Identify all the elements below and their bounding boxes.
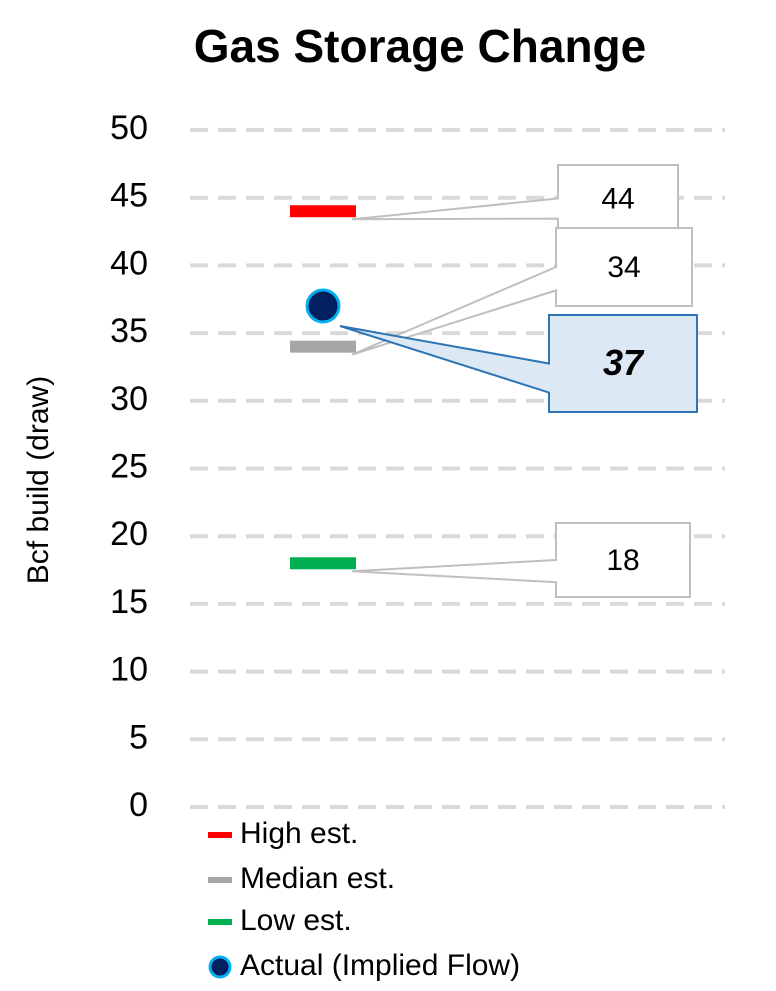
y-tick-label: 10 [110,651,148,689]
legend-swatch [208,919,232,925]
legend-label: Median est. [240,862,395,895]
y-tick-label: 35 [110,312,148,350]
y-tick-label: 50 [110,109,148,147]
estimate-marker [290,205,356,218]
y-tick-label: 45 [110,177,148,215]
data-label: 18 [606,544,639,577]
callout-box [351,164,679,233]
estimate-marker [290,340,356,353]
legend-label: High est. [240,817,358,850]
data-label: 44 [601,182,634,215]
y-tick-label: 15 [110,583,148,621]
estimate-marker [290,557,356,570]
y-tick-label: 0 [129,786,148,824]
legend-swatch [208,832,232,838]
chart-title: Gas Storage Change [194,20,646,72]
legend-label: Actual (Implied Flow) [240,949,520,982]
callout-box [351,227,693,356]
y-tick-label: 20 [110,515,148,553]
legend-swatch [208,955,232,979]
legend-swatch [208,877,232,883]
data-label: 37 [603,342,645,383]
callout-box [351,522,691,598]
y-axis-label: Bcf build (draw) [22,376,55,584]
data-label: 34 [607,251,640,284]
y-tick-label: 25 [110,447,148,485]
y-tick-label: 5 [129,718,148,756]
y-tick-label: 30 [110,380,148,418]
actual-marker [305,288,341,324]
callout-box [339,314,698,413]
legend-label: Low est. [240,904,352,937]
y-tick-label: 40 [110,244,148,282]
